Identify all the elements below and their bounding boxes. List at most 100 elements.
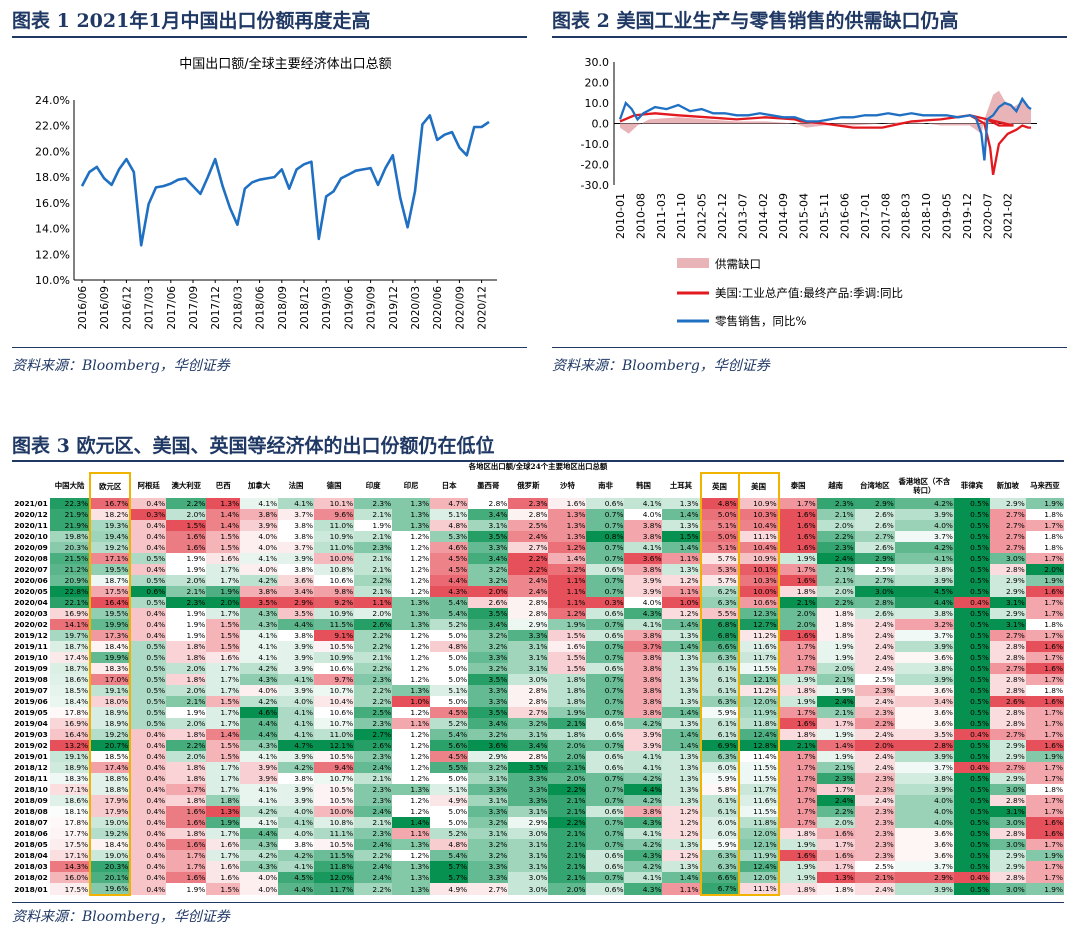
value-cell: 3.8% [624, 674, 663, 685]
value-cell: 2.7% [989, 542, 1026, 553]
value-cell: 1.8% [166, 674, 207, 685]
value-cell: 1.9% [778, 696, 817, 707]
value-cell: 0.7% [586, 872, 625, 883]
value-cell: 3.9% [624, 729, 663, 740]
value-cell: 0.4% [130, 839, 167, 850]
value-cell: 0.7% [586, 542, 625, 553]
row-date-cell: 2019/08 [14, 675, 48, 684]
value-cell: 2.3% [854, 850, 895, 861]
value-cell: 6.1% [699, 729, 740, 740]
row-date-cell: 2020/08 [14, 554, 48, 563]
row-date-cell: 2020/02 [14, 620, 48, 629]
fig2-x-tick-label: 2013-07 [736, 193, 749, 239]
value-cell: 4.0% [894, 806, 954, 817]
value-cell: 3.1% [508, 839, 549, 850]
value-cell: 13.2% [50, 740, 91, 751]
value-cell: 1.2% [392, 740, 431, 751]
value-cell: 3.5% [508, 762, 549, 773]
value-cell: 1.0% [662, 597, 701, 608]
value-cell: 3.8% [278, 839, 315, 850]
value-cell: 2.8% [989, 795, 1026, 806]
value-cell: 3.8% [624, 806, 663, 817]
value-cell: 1.3% [392, 685, 431, 696]
value-cell: 4.2% [894, 542, 954, 553]
row-date-cell: 2018/04 [14, 851, 48, 860]
value-cell: 3.8% [894, 773, 954, 784]
value-cell: 9.6% [314, 509, 355, 520]
value-cell: 0.6% [586, 608, 625, 619]
value-cell: 19.9% [89, 619, 132, 630]
value-cell: 1.7% [778, 817, 817, 828]
value-cell: 1.3% [392, 597, 431, 608]
value-cell: 3.2% [894, 619, 954, 630]
value-cell: 1.4% [662, 740, 701, 751]
value-cell: 4.1% [240, 795, 279, 806]
value-cell: 4.9% [430, 883, 469, 895]
value-cell: 2.0% [778, 608, 817, 619]
value-cell: 3.9% [278, 652, 315, 663]
value-cell: 1.8% [166, 795, 207, 806]
value-cell: 11.2% [737, 630, 780, 641]
value-cell: 1.7% [1025, 707, 1064, 718]
value-cell: 11.2% [737, 685, 780, 696]
value-cell: 2.2% [816, 806, 855, 817]
table-row: 2020/03 16.9% 19.5% 0.4% 1.9% 1.7% 4.3% 3.5% 10.… [12, 608, 1064, 619]
value-cell: 0.5% [953, 696, 990, 707]
column-header: 韩国 [636, 481, 651, 490]
value-cell: 1.3% [662, 696, 701, 707]
fig3-source: 资料来源：Bloomberg，华创证券 [12, 909, 230, 925]
value-cell: 1.7% [778, 641, 817, 652]
value-cell: 3.9% [624, 575, 663, 586]
value-cell: 1.2% [392, 707, 431, 718]
value-cell: 2.6% [354, 740, 393, 751]
value-cell: 9.7% [314, 674, 355, 685]
value-cell: 0.5% [953, 740, 990, 751]
value-cell: 4.5% [278, 872, 315, 883]
value-cell: 5.0% [430, 773, 469, 784]
value-cell: 0.7% [586, 575, 625, 586]
value-cell: 12.1% [737, 839, 780, 850]
value-cell: 0.5% [953, 674, 990, 685]
value-cell: 3.2% [468, 630, 509, 641]
value-cell: 3.9% [278, 795, 315, 806]
value-cell: 0.4% [130, 531, 167, 542]
value-cell: 1.7% [1025, 773, 1064, 784]
value-cell: 11.9% [737, 850, 780, 861]
fig1-title: 图表 1 2021年1月中国出口份额再度走高 [12, 10, 371, 32]
column-header: 新加坡 [996, 481, 1019, 490]
value-cell: 2.3% [354, 498, 393, 509]
value-cell: 1.4% [816, 740, 855, 751]
value-cell: 0.7% [586, 674, 625, 685]
row-date-cell: 2019/03 [14, 730, 48, 739]
value-cell: 9.4% [314, 762, 355, 773]
value-cell: 2.5% [354, 707, 393, 718]
fig1-x-tick-label: 2018/03 [232, 286, 244, 330]
value-cell: 1.6% [206, 872, 241, 883]
value-cell: 4.0% [278, 696, 315, 707]
column-header: 俄罗斯 [517, 481, 540, 490]
value-cell: 3.0% [508, 872, 549, 883]
value-cell: 1.6% [1025, 740, 1064, 751]
column-header: 日本 [441, 481, 457, 490]
value-cell: 1.4% [662, 641, 701, 652]
table-row: 2018/09 18.6% 17.9% 0.4% 1.8% 1.8% 4.1% 3.9% 10.… [12, 795, 1064, 806]
value-cell: 12.1% [314, 740, 355, 751]
value-cell: 1.7% [1025, 861, 1064, 872]
value-cell: 4.3% [624, 608, 663, 619]
value-cell: 2.1% [816, 575, 855, 586]
value-cell: 2.1% [354, 509, 393, 520]
value-cell: 19.5% [89, 564, 132, 575]
value-cell: 1.7% [1025, 553, 1064, 564]
value-cell: 4.0% [278, 806, 315, 817]
value-cell: 4.1% [278, 729, 315, 740]
value-cell: 20.9% [50, 575, 91, 586]
value-cell: 10.4% [314, 696, 355, 707]
value-cell: 1.1% [548, 575, 587, 586]
value-cell: 10.5% [314, 784, 355, 795]
row-date-cell: 2018/12 [14, 763, 48, 772]
value-cell: 2.4% [854, 619, 895, 630]
value-cell: 4.4% [240, 729, 279, 740]
value-cell: 3.8% [278, 520, 315, 531]
value-cell: 20.7% [89, 740, 132, 751]
value-cell: 1.2% [392, 630, 431, 641]
